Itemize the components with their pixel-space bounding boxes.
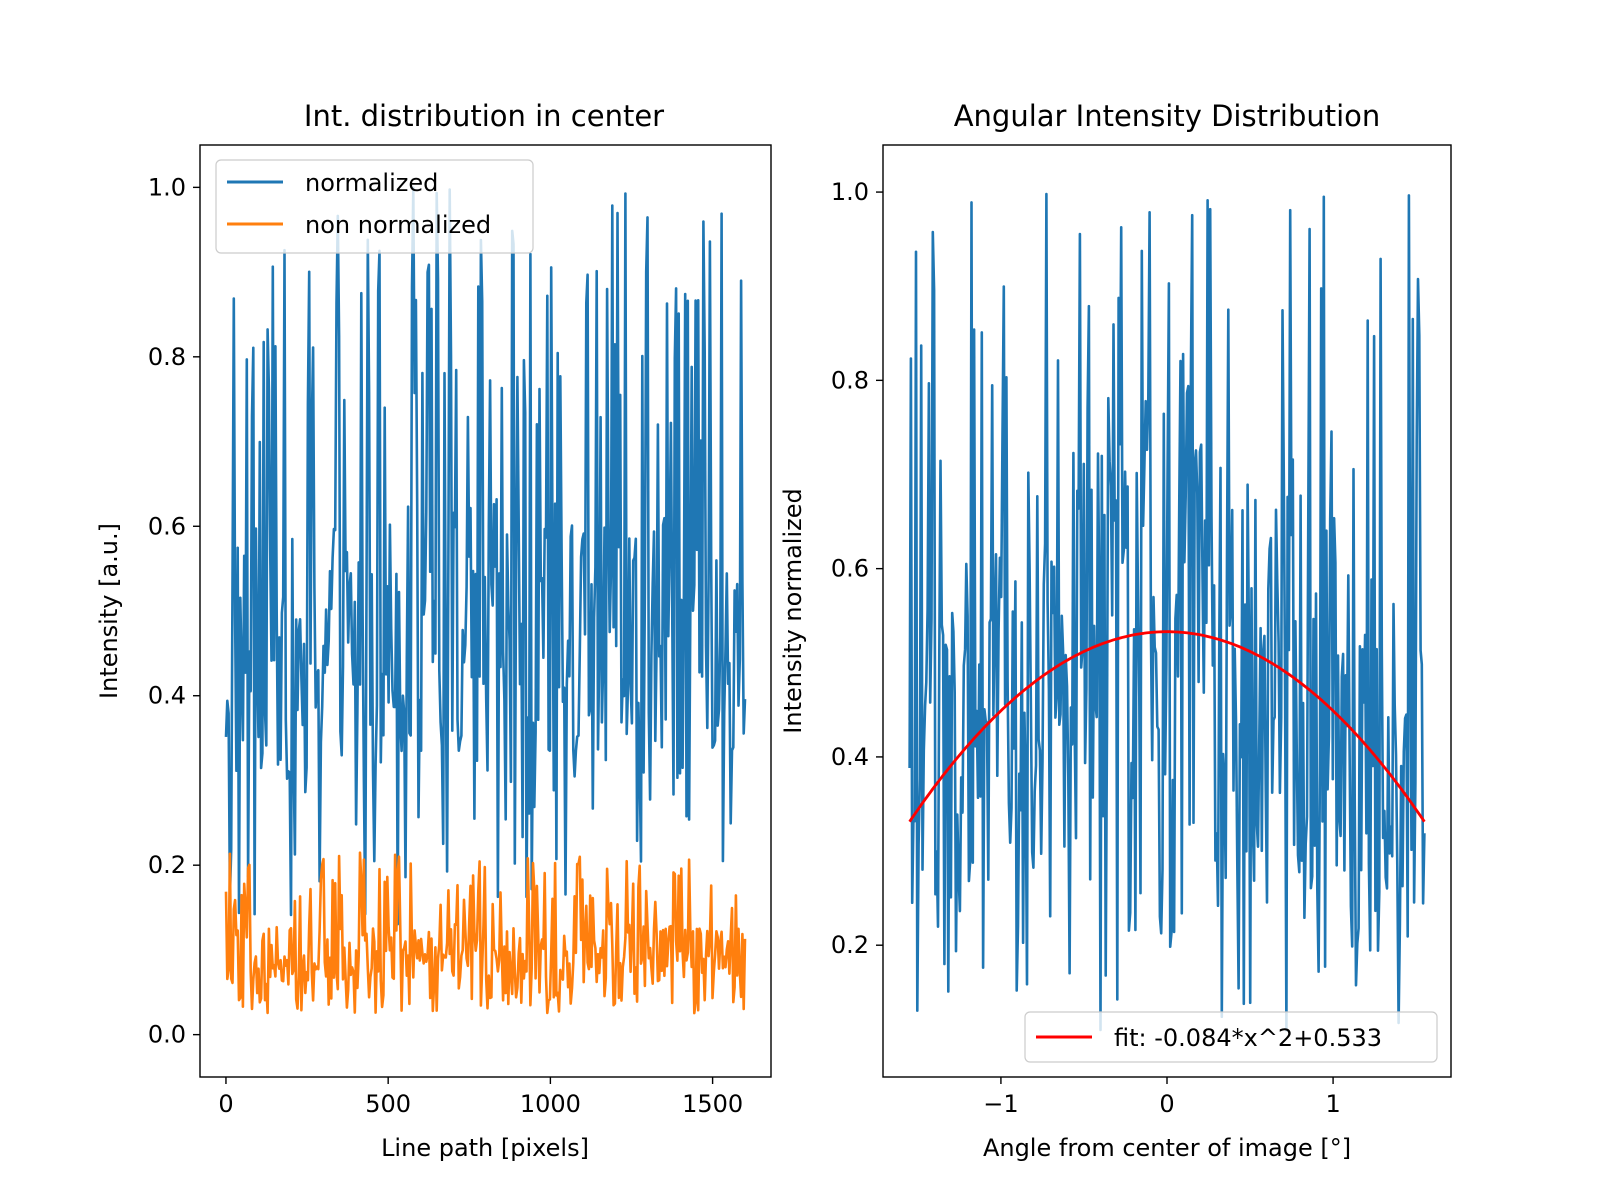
chart-right: Angular Intensity Distribution −1 0 1 0.20…: [779, 99, 1452, 1162]
series-line-non-normalized: [224, 851, 747, 1015]
chart-right-title: Angular Intensity Distribution: [954, 99, 1381, 133]
chart-left-title: Int. distribution in center: [304, 99, 664, 133]
chart-left-y-ticks: 0.0 0.2 0.4 0.6 0.8 1.0: [148, 173, 200, 1049]
chart-right-legend: fit: -0.084*x^2+0.533: [1024, 1011, 1438, 1063]
y-tick-label: 0.8: [831, 366, 869, 394]
y-tick-label: 0.4: [148, 682, 186, 710]
fit-curve: [908, 630, 1426, 823]
series-line-angular-intensity: [908, 192, 1426, 1032]
x-tick-label: −1: [983, 1090, 1018, 1118]
chart-left-x-ticks: 0 500 1000 1500: [218, 1077, 743, 1118]
chart-right-x-axis-label: Angle from center of image [°]: [983, 1134, 1351, 1162]
y-tick-label: 1.0: [831, 178, 869, 206]
y-tick-label: 0.6: [148, 512, 186, 540]
x-tick-label: 500: [365, 1090, 411, 1118]
y-tick-label: 0.6: [831, 555, 869, 583]
chart-left-legend: normalized non normalized: [215, 159, 534, 254]
chart-left-y-axis-label: Intensity [a.u.]: [95, 523, 123, 699]
x-tick-label: 1: [1325, 1090, 1340, 1118]
chart-left-x-axis-label: Line path [pixels]: [381, 1134, 589, 1162]
y-tick-label: 0.2: [831, 931, 869, 959]
chart-right-legend-box: [1024, 1011, 1438, 1063]
chart-left-axes-frame: [199, 144, 772, 1078]
x-tick-label: 0: [218, 1090, 233, 1118]
chart-right-x-ticks: −1 0 1: [983, 1077, 1341, 1118]
legend-label-non-normalized: non normalized: [305, 211, 491, 239]
x-tick-label: 0: [1159, 1090, 1174, 1118]
chart-left-legend-box: [215, 159, 534, 254]
chart-right-y-ticks: 0.2 0.4 0.6 0.8 1.0: [831, 178, 883, 959]
chart-left-plot-area: [224, 186, 747, 1015]
y-tick-label: 0.2: [148, 851, 186, 879]
chart-right-plot-area: [908, 192, 1426, 1032]
x-tick-label: 1000: [520, 1090, 581, 1118]
chart-right-y-axis-label: Intensity normalized: [779, 488, 807, 733]
y-tick-label: 0.8: [148, 343, 186, 371]
legend-label-normalized: normalized: [305, 169, 438, 197]
legend-label-fit: fit: -0.084*x^2+0.533: [1114, 1024, 1382, 1052]
y-tick-label: 0.0: [148, 1021, 186, 1049]
series-line-normalized: [224, 186, 747, 926]
y-tick-label: 0.4: [831, 743, 869, 771]
y-tick-label: 1.0: [148, 173, 186, 201]
x-tick-label: 1500: [682, 1090, 743, 1118]
chart-left: Int. distribution in center 0 500 1000 1500…: [95, 99, 772, 1162]
